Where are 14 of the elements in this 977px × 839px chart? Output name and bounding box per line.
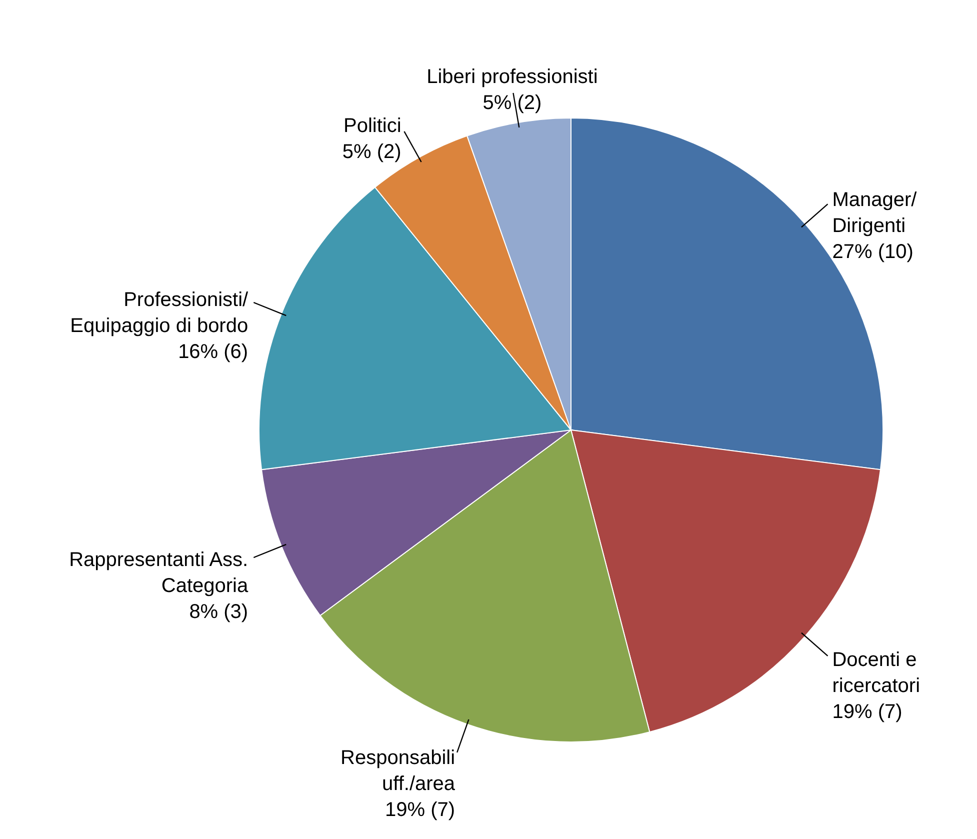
data-label: 5% (2) bbox=[482, 92, 542, 114]
slice-label: Professionisti/ Equipaggio di bordo bbox=[70, 289, 249, 338]
slice-label: Liberi professionisti bbox=[426, 66, 598, 88]
data-label: 16% (6) bbox=[178, 341, 248, 364]
slice-label: Docenti e ricercatori bbox=[832, 648, 920, 697]
slice-label: Politici bbox=[343, 115, 402, 138]
slice-label: Responsabili uff./area bbox=[340, 747, 456, 796]
data-label: 8% (3) bbox=[189, 600, 248, 623]
slice-label: Manager/ Dirigenti bbox=[832, 189, 918, 238]
data-label: 27% (10) bbox=[832, 241, 914, 264]
data-label: 5% (2) bbox=[342, 141, 402, 164]
slice-label: Rappresentanti Ass. Categoria bbox=[69, 548, 249, 597]
data-label: 19% (7) bbox=[832, 700, 902, 723]
data-label: 19% (7) bbox=[385, 799, 456, 822]
